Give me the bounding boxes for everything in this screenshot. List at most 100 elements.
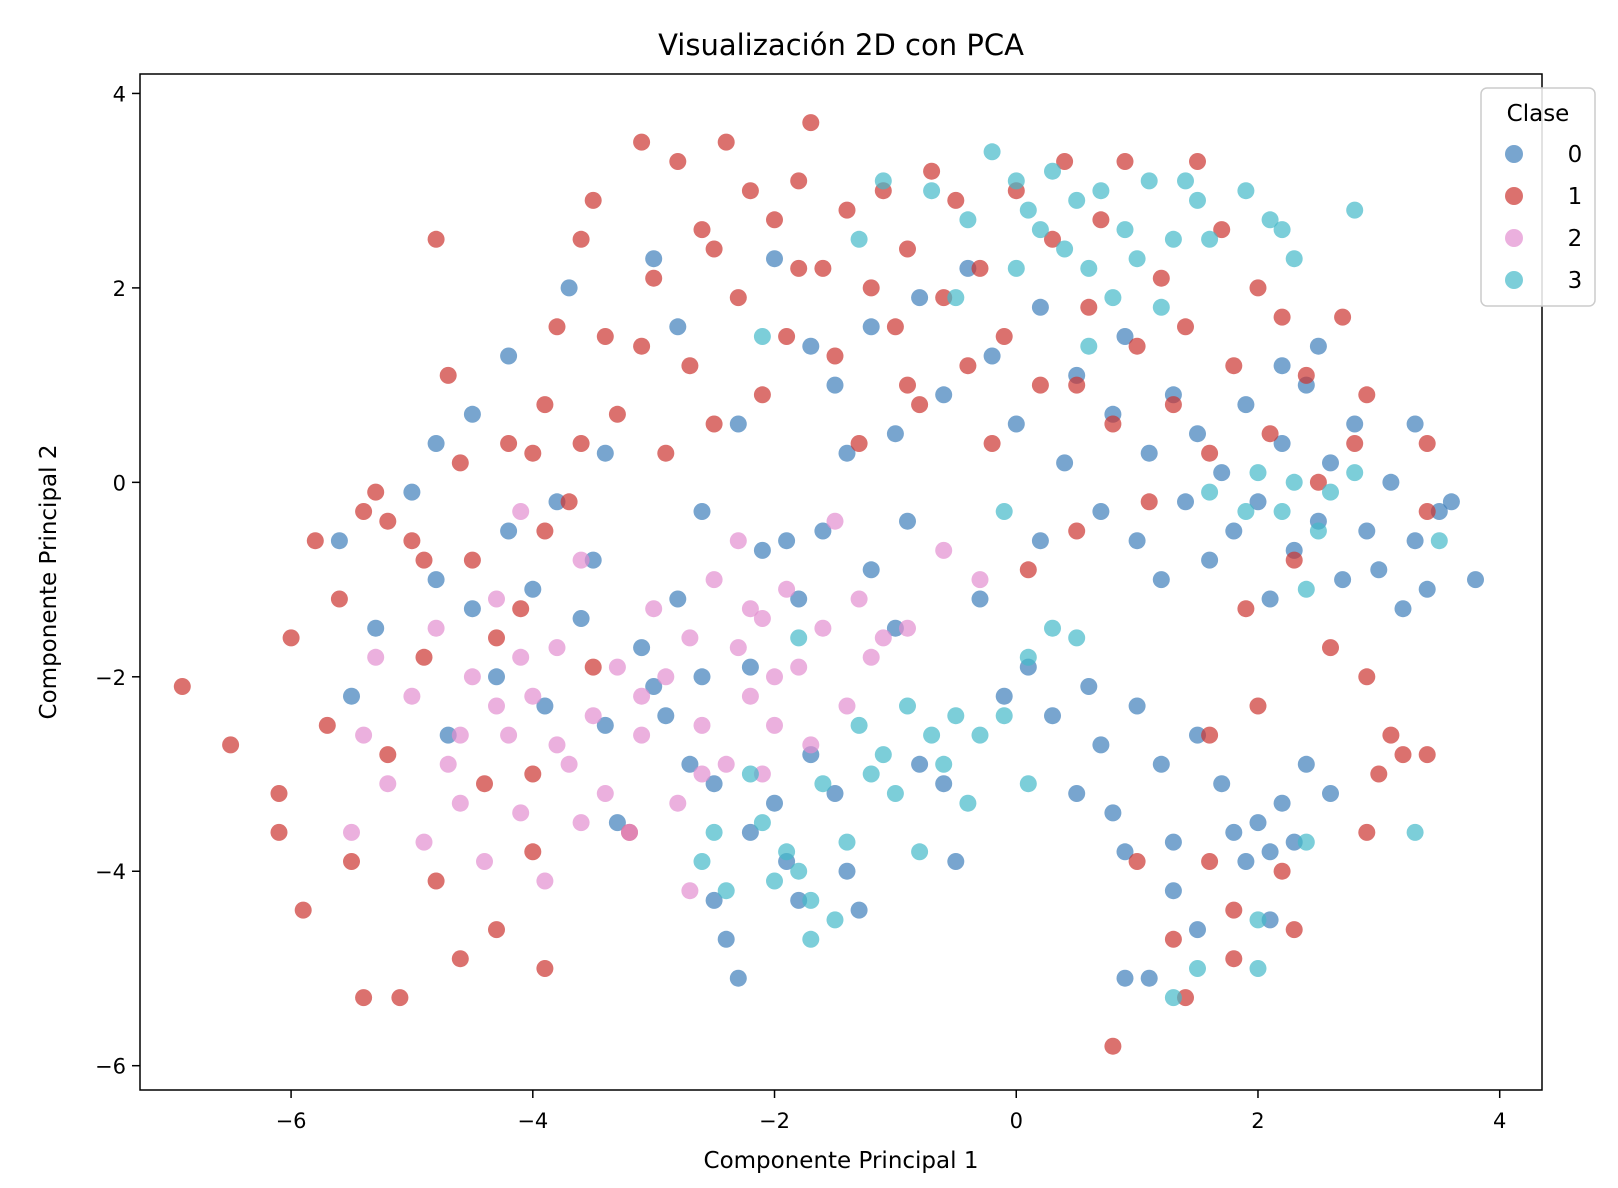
legend-box (1480, 87, 1596, 307)
scatter-point-class-2 (476, 853, 493, 870)
scatter-point-class-1 (1152, 269, 1170, 287)
scatter-point-class-1 (318, 716, 336, 734)
scatter-point-class-1 (1177, 318, 1194, 336)
scatter-point-class-0 (753, 541, 771, 559)
scatter-point-class-1 (1056, 153, 1074, 170)
scatter-point-class-3 (1249, 960, 1267, 977)
scatter-point-class-3 (1249, 911, 1267, 929)
scatter-point-class-0 (330, 532, 348, 550)
scatter-point-class-0 (1322, 785, 1339, 802)
scatter-point-class-0 (862, 318, 880, 336)
scatter-point-class-0 (463, 405, 481, 423)
scatter-point-class-3 (1273, 503, 1291, 520)
scatter-point-class-2 (766, 668, 783, 686)
scatter-point-class-1 (1092, 211, 1110, 229)
scatter-point-class-3 (826, 911, 844, 929)
scatter-point-class-3 (886, 785, 904, 802)
scatter-point-class-0 (1140, 969, 1158, 987)
scatter-point-class-3 (850, 230, 868, 248)
scatter-point-class-0 (1273, 435, 1291, 452)
scatter-point-class-1 (270, 785, 288, 802)
scatter-point-class-3 (1164, 230, 1182, 248)
scatter-point-class-3 (1309, 522, 1327, 540)
scatter-point-class-3 (959, 211, 977, 229)
scatter-point-class-0 (1273, 794, 1291, 812)
scatter-point-class-0 (1031, 298, 1049, 316)
scatter-point-class-1 (1140, 493, 1158, 511)
scatter-point-class-2 (657, 668, 675, 686)
scatter-point-class-2 (488, 697, 505, 715)
scatter-point-class-0 (1092, 736, 1110, 754)
scatter-point-class-1 (451, 454, 469, 472)
scatter-point-class-3 (1044, 619, 1061, 637)
scatter-point-class-0 (1309, 337, 1327, 355)
scatter-point-class-1 (959, 357, 977, 375)
scatter-point-class-1 (802, 114, 820, 132)
scatter-point-class-1 (1418, 435, 1436, 452)
scatter-point-class-0 (971, 590, 989, 608)
scatter-point-class-0 (1237, 396, 1255, 414)
scatter-point-class-1 (947, 191, 965, 209)
scatter-point-class-0 (693, 668, 711, 686)
scatter-point-class-0 (1273, 357, 1291, 375)
scatter-point-class-1 (983, 435, 1001, 452)
scatter-point-class-0 (1346, 415, 1364, 433)
scatter-point-class-2 (512, 648, 530, 666)
scatter-point-class-0 (1418, 580, 1436, 598)
scatter-point-class-3 (1044, 162, 1061, 180)
scatter-point-class-1 (1358, 668, 1376, 686)
scatter-point-class-1 (1418, 503, 1436, 520)
scatter-point-class-0 (596, 444, 614, 462)
scatter-point-class-0 (911, 289, 929, 307)
scatter-point-class-3 (1322, 483, 1339, 501)
scatter-point-class-0 (1213, 464, 1231, 482)
scatter-point-class-0 (766, 250, 783, 268)
scatter-point-class-3 (874, 746, 892, 764)
scatter-point-class-0 (1092, 503, 1110, 520)
scatter-point-class-1 (741, 182, 759, 200)
scatter-point-class-0 (1189, 726, 1206, 744)
scatter-point-class-3 (1128, 250, 1146, 268)
scatter-point-class-0 (1031, 532, 1049, 550)
scatter-point-class-0 (1261, 843, 1279, 861)
scatter-point-class-2 (379, 775, 397, 793)
x-tick-label: 2 (1251, 1109, 1264, 1133)
scatter-point-class-0 (850, 901, 868, 919)
scatter-point-class-0 (427, 435, 445, 452)
scatter-point-class-2 (802, 736, 820, 754)
scatter-point-class-0 (572, 610, 590, 627)
scatter-point-class-0 (1225, 823, 1243, 841)
chart-title: Visualización 2D con PCA (658, 28, 1024, 62)
scatter-point-class-1 (1225, 950, 1243, 968)
scatter-point-class-0 (838, 444, 856, 462)
scatter-point-class-1 (1104, 415, 1122, 433)
scatter-point-class-1 (451, 950, 469, 968)
scatter-point-class-0 (814, 522, 832, 540)
scatter-point-class-2 (826, 512, 844, 530)
scatter-point-class-0 (403, 483, 421, 501)
scatter-point-class-3 (1019, 201, 1037, 219)
scatter-point-class-1 (838, 201, 856, 219)
scatter-point-class-1 (572, 435, 590, 452)
scatter-point-class-0 (1261, 590, 1279, 608)
scatter-point-class-3 (1177, 172, 1194, 190)
scatter-point-class-0 (1152, 571, 1170, 589)
y-tick-label: −4 (95, 860, 126, 884)
scatter-point-class-1 (778, 328, 796, 345)
y-axis-ticks: −6 −4 −2 0 2 4 (95, 82, 140, 1079)
scatter-point-class-0 (959, 259, 977, 277)
scatter-point-class-0 (1164, 882, 1182, 900)
scatter-point-class-1 (1164, 930, 1182, 948)
legend-label-class-3: 3 (1568, 268, 1583, 294)
plot-frame (139, 73, 1543, 1091)
scatter-point-class-2 (343, 823, 360, 841)
scatter-point-class-3 (923, 182, 941, 200)
scatter-point-class-1 (1031, 376, 1049, 394)
scatter-point-class-3 (1152, 298, 1170, 316)
x-tick-label: 4 (1493, 1109, 1506, 1133)
scatter-point-class-1 (923, 162, 941, 180)
scatter-point-class-1 (1358, 386, 1376, 404)
scatter-point-class-1 (1346, 435, 1364, 452)
scatter-point-class-0 (1394, 600, 1412, 618)
scatter-point-class-0 (1213, 775, 1231, 793)
